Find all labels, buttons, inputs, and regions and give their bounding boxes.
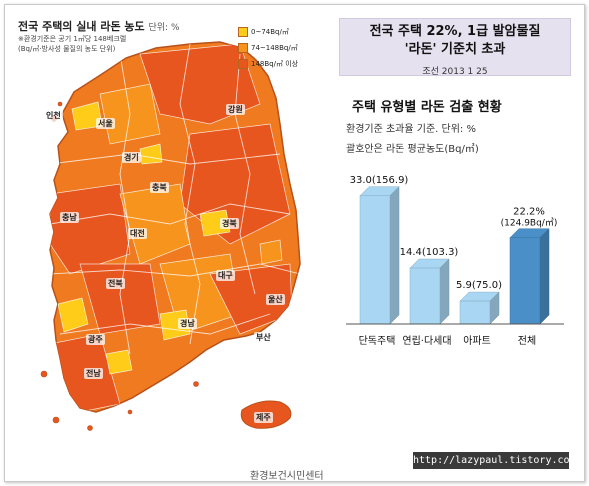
legend-label: 148Bq/㎥ 이상 — [251, 60, 299, 68]
region-label-seoul: 서울 — [96, 118, 115, 129]
bar-1 — [359, 195, 391, 325]
bar-value-label: 22.2% — [513, 207, 545, 218]
region-label-incheon: 인천 — [44, 110, 63, 121]
map-note-line: ※환경기준은 공기 1㎥당 148베크렐 — [18, 35, 127, 43]
map-patch — [79, 263, 161, 335]
map-title: 전국 주택의 실내 라돈 농도 단위: % — [18, 20, 180, 33]
map-note-line: (Bq/㎥·방사성 물질의 농도 단위) — [18, 45, 116, 53]
region-label-chungbuk: 충북 — [150, 182, 169, 193]
bar-side — [439, 258, 450, 325]
map-patch — [199, 209, 231, 237]
island — [57, 101, 63, 107]
korea-radon-map — [40, 41, 301, 431]
map-patch — [159, 309, 191, 341]
island — [127, 409, 133, 415]
x-tick-label: 아파트 — [463, 335, 491, 347]
region-label-gyeonggi: 경기 — [122, 152, 141, 163]
island — [40, 370, 48, 378]
region-label-gyeongnam: 경남 — [178, 318, 197, 329]
chart-title: 주택 유형별 라돈 검출 현황 — [352, 100, 502, 115]
bar-3 — [459, 300, 491, 325]
headline-line2: '라돈' 기준치 초과 — [404, 42, 506, 57]
bar-value-label: 14.4(103.3) — [400, 247, 459, 258]
region-label-jeju: 제주 — [254, 412, 273, 423]
blog-url-watermark: http://lazypaul.tistory.com — [413, 452, 576, 469]
map-unit: 단위: % — [148, 23, 180, 33]
island — [87, 425, 93, 431]
legend-item: 0~74Bq/㎥ — [238, 24, 298, 40]
island — [193, 381, 199, 387]
legend-label: 74~148Bq/㎥ — [251, 44, 298, 52]
district-lines — [50, 43, 300, 355]
bar-chart: 33.0(156.9) 단독주택 14.4(103.3) 연립·다세대 5.9(75.0… — [346, 175, 564, 347]
legend-swatch — [238, 59, 248, 69]
map-source: 환경보건시민센터 — [250, 471, 324, 482]
headline-date: 조선 2013 1 25 — [422, 67, 488, 77]
region-label-gwangju: 광주 — [86, 334, 105, 345]
x-tick-label: 연립·다세대 — [402, 334, 451, 347]
legend-item: 148Bq/㎥ 이상 — [238, 56, 298, 72]
region-label-jeonbuk: 전북 — [106, 278, 125, 289]
map-patch — [139, 143, 163, 165]
region-label-gyeongbuk: 경북 — [220, 218, 239, 229]
headline-box: 전국 주택 22%, 1급 발암물질 '라돈' 기준치 초과 — [339, 18, 571, 76]
region-label-ulsan: 울산 — [266, 294, 285, 305]
bar-secondary-label: (124.9Bq/㎥) — [501, 218, 558, 229]
map-patch — [105, 349, 133, 375]
bar-value-label: 5.9(75.0) — [456, 280, 502, 291]
map-patch — [57, 297, 89, 333]
region-label-chungnam: 충남 — [60, 212, 79, 223]
region-label-daegu: 대구 — [216, 270, 235, 281]
bar-side — [389, 186, 400, 325]
legend-swatch — [238, 27, 248, 37]
chart-note: 괄호안은 라돈 평균농도(Bq/㎥) — [346, 144, 479, 155]
island — [52, 416, 60, 424]
map-patch — [259, 239, 283, 265]
legend-item: 74~148Bq/㎥ — [238, 40, 298, 56]
region-label-daejeon: 대전 — [128, 228, 147, 239]
region-label-busan: 부산 — [254, 332, 273, 343]
region-label-gangwon: 강원 — [226, 104, 245, 115]
bar-2 — [409, 267, 441, 325]
headline-line1: 전국 주택 22%, 1급 발암물질 — [369, 24, 541, 39]
bar-4 — [509, 237, 541, 325]
bar-side — [539, 228, 550, 325]
bar-value-label: 33.0(156.9) — [350, 175, 409, 186]
legend-swatch — [238, 43, 248, 53]
legend-label: 0~74Bq/㎥ — [251, 28, 289, 36]
x-tick-label: 전체 — [518, 335, 536, 347]
radon-map-panel: 전국 주택의 실내 라돈 농도 단위: % ※환경기준은 공기 1㎥당 148베… — [10, 14, 326, 482]
region-label-jeonnam: 전남 — [84, 368, 103, 379]
map-note: ※환경기준은 공기 1㎥당 148베크렐 (Bq/㎥·방사성 물질의 농도 단위… — [18, 34, 126, 54]
chart-subtitle: 환경기준 초과율 기준. 단위: % — [346, 124, 476, 135]
map-legend: 0~74Bq/㎥ 74~148Bq/㎥ 148Bq/㎥ 이상 — [238, 24, 298, 72]
x-tick-label: 단독주택 — [359, 335, 396, 347]
